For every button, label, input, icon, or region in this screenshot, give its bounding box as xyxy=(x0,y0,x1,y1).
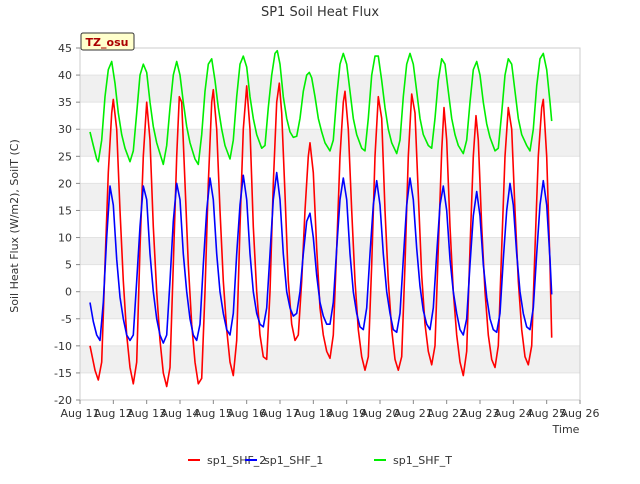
plot-band xyxy=(80,372,580,400)
x-axis-label: Time xyxy=(552,423,580,436)
tz-badge-box xyxy=(80,32,135,51)
series-line-sp1-shf-t xyxy=(89,49,553,166)
plot-band xyxy=(80,210,580,238)
legend-label: sp1_SHF_2 xyxy=(207,454,266,467)
x-tick-label: Aug 26 xyxy=(561,407,600,420)
x-tick-label: Aug 19 xyxy=(327,407,366,420)
y-tick-label: 5 xyxy=(65,259,72,272)
plot-band xyxy=(80,345,580,373)
y-tick-label: -20 xyxy=(54,394,72,407)
chart-title: SP1 Soil Heat Flux xyxy=(261,5,379,20)
x-tick-label: Aug 16 xyxy=(227,407,266,420)
x-tick-label: Aug 17 xyxy=(261,407,300,420)
y-tick-label: -15 xyxy=(54,367,72,380)
y-tick-label: 35 xyxy=(58,96,72,109)
x-tick-label: Aug 11 xyxy=(61,407,100,420)
plot-band xyxy=(80,264,580,292)
plot-band xyxy=(80,129,580,157)
y-tick-label: 20 xyxy=(58,177,72,190)
x-tick-label: Aug 13 xyxy=(127,407,166,420)
x-tick-label: Aug 22 xyxy=(427,407,466,420)
series-line-sp1-shf-2 xyxy=(89,82,553,388)
y-tick-label: -5 xyxy=(61,313,72,326)
y-axis-label: Soil Heat Flux (W/m2), SoilT (C) xyxy=(8,139,21,312)
y-tick-label: -10 xyxy=(54,340,72,353)
y-tick-label: 10 xyxy=(58,232,72,245)
x-tick-label: Aug 24 xyxy=(494,407,533,420)
x-tick-label: Aug 18 xyxy=(294,407,333,420)
y-tick-label: 40 xyxy=(58,69,72,82)
tz-badge-label: TZ_osu xyxy=(86,36,129,49)
x-tick-label: Aug 12 xyxy=(94,407,133,420)
y-tick-label: 45 xyxy=(58,42,72,55)
tz-badge: TZ_osu xyxy=(80,32,135,51)
x-tick-label: Aug 15 xyxy=(194,407,233,420)
x-tick-label: Aug 23 xyxy=(461,407,500,420)
plot-band xyxy=(80,183,580,211)
plot-band xyxy=(80,48,580,76)
legend-label: sp1_SHF_T xyxy=(393,454,452,467)
legend-label: sp1_SHF_1 xyxy=(264,454,323,467)
plot-band xyxy=(80,75,580,103)
y-tick-label: 0 xyxy=(65,286,72,299)
plot-band xyxy=(80,291,580,319)
y-tick-label: 30 xyxy=(58,123,72,136)
y-tick-label: 25 xyxy=(58,150,72,163)
x-tick-label: Aug 14 xyxy=(161,407,200,420)
series-line-sp1-shf-1 xyxy=(89,171,553,344)
plot-band xyxy=(80,102,580,130)
plot-background-bands xyxy=(80,47,580,401)
plot-frame xyxy=(79,47,581,401)
x-tick-label: Aug 21 xyxy=(394,407,433,420)
plot-band xyxy=(80,237,580,265)
x-tick-label: Aug 20 xyxy=(361,407,400,420)
y-axis: -20 -15 -10 -5 0 5 10 15 20 25 30 35 40 45 xyxy=(54,42,80,407)
series-layer xyxy=(89,49,553,388)
y-tick-label: 15 xyxy=(58,204,72,217)
x-tick-label: Aug 25 xyxy=(527,407,566,420)
